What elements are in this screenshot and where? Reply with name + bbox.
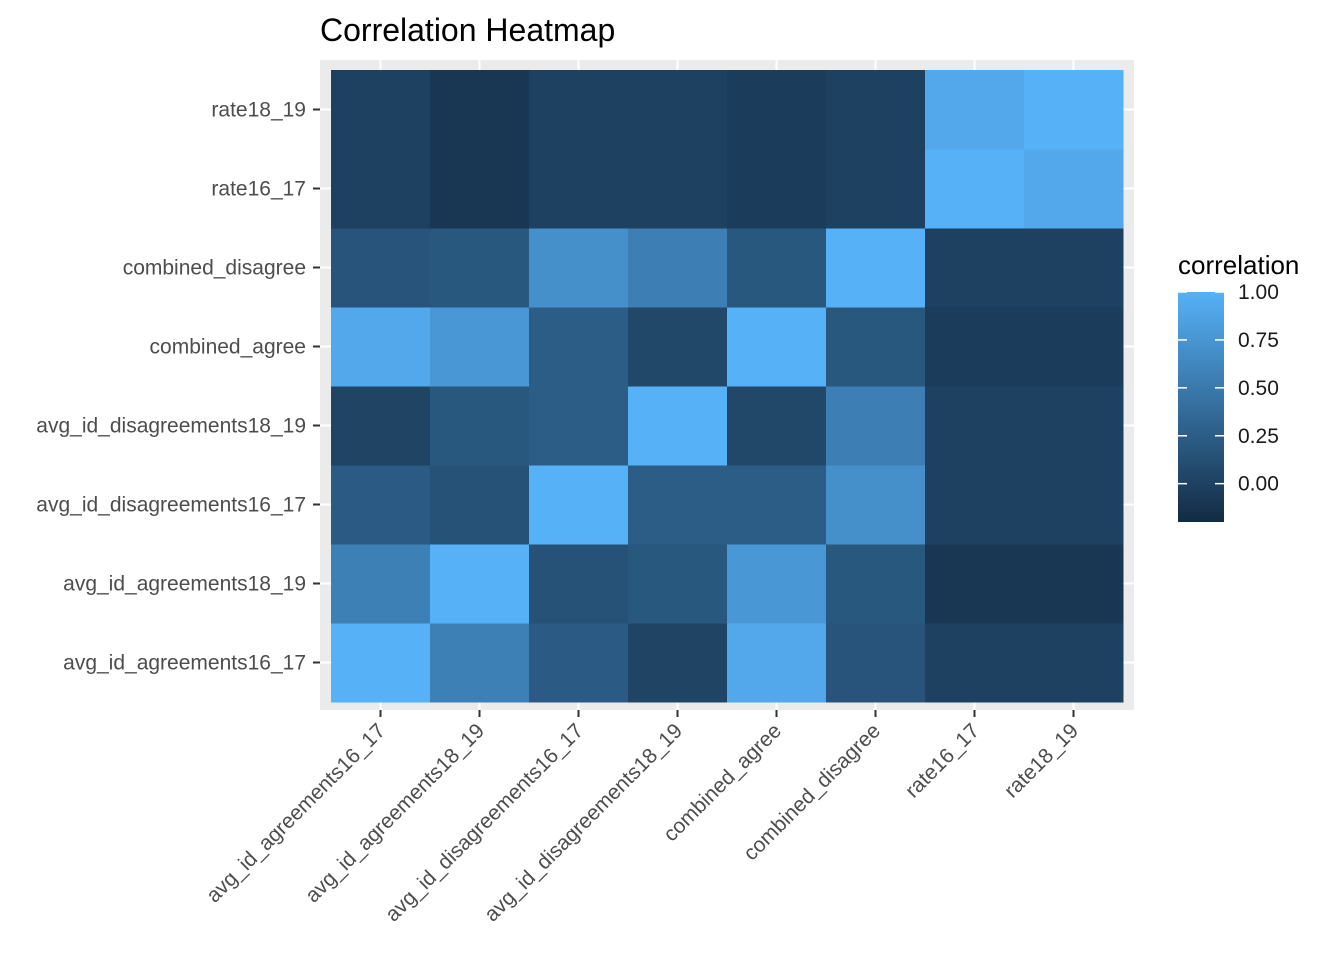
heatmap-cell (727, 623, 827, 703)
heatmap-cell (1024, 228, 1124, 308)
legend-ticks: 1.00 0.75 0.50 0.25 0.00 (1178, 281, 1279, 496)
heatmap-cell (727, 149, 827, 229)
y-tick-label: combined_disagree (123, 257, 306, 280)
legend-tick-label: 0.00 (1238, 473, 1279, 496)
heatmap-cell (727, 465, 827, 545)
heatmap-cell (430, 544, 530, 624)
y-tick-label: rate18_19 (211, 99, 306, 122)
y-tick-label: avg_id_disagreements18_19 (36, 415, 306, 438)
heatmap-cell (628, 307, 728, 387)
x-axis: avg_id_agreements16_17avg_id_agreements1… (202, 710, 1083, 926)
legend-colorbar (1178, 292, 1224, 522)
heatmap-cell (529, 386, 629, 466)
heatmap-cell (529, 307, 629, 387)
heatmap-cell (1024, 623, 1124, 703)
heatmap-cell (826, 307, 926, 387)
legend-tick-label: 0.75 (1238, 329, 1279, 352)
heatmap-cell (529, 70, 629, 150)
heatmap-cell (529, 623, 629, 703)
heatmap-cell (727, 70, 827, 150)
heatmap-cell (1024, 307, 1124, 387)
heatmap-cells (320, 60, 1134, 710)
heatmap-cell (331, 307, 431, 387)
heatmap-cell (1024, 149, 1124, 229)
heatmap-cell (331, 386, 431, 466)
y-tick-label: rate16_17 (211, 178, 306, 201)
heatmap-cell (430, 465, 530, 545)
heatmap-cell (826, 465, 926, 545)
heatmap-cell (628, 544, 728, 624)
heatmap-cell (1024, 465, 1124, 545)
heatmap-cell (331, 465, 431, 545)
x-tick-label: rate18_19 (1000, 719, 1083, 802)
heatmap-cell (430, 149, 530, 229)
heatmap-cell (925, 307, 1025, 387)
legend-title: correlation (1178, 250, 1299, 280)
heatmap-cell (331, 70, 431, 150)
heatmap-cell (727, 307, 827, 387)
legend: correlation 1.00 0.75 0.50 0.25 0.00 (1178, 250, 1299, 522)
y-tick-label: avg_id_agreements16_17 (63, 652, 306, 675)
heatmap-cell (529, 228, 629, 308)
heatmap-cell (331, 623, 431, 703)
heatmap-cell (331, 544, 431, 624)
legend-tick-label: 0.25 (1238, 425, 1279, 448)
heatmap-cell (430, 70, 530, 150)
heatmap-cell (529, 465, 629, 545)
heatmap-cell (430, 228, 530, 308)
heatmap-cell (925, 228, 1025, 308)
y-axis: avg_id_agreements16_17 avg_id_agreements1… (36, 99, 320, 675)
heatmap-cell (430, 386, 530, 466)
heatmap-cell (430, 307, 530, 387)
heatmap-cell (826, 70, 926, 150)
heatmap-cell (826, 149, 926, 229)
y-tick-label: combined_agree (150, 336, 306, 359)
y-tick-label: avg_id_agreements18_19 (63, 573, 306, 596)
x-tick-label: avg_id_disagreements16_17 (381, 719, 588, 926)
heatmap-cell (628, 228, 728, 308)
legend-tick-label: 0.50 (1238, 377, 1279, 400)
heatmap-cell (925, 70, 1025, 150)
heatmap-cell (826, 623, 926, 703)
x-tick-label: avg_id_agreements16_17 (202, 719, 390, 907)
heatmap-cell (628, 70, 728, 150)
heatmap-cell (925, 623, 1025, 703)
heatmap-cell (628, 623, 728, 703)
heatmap-cell (826, 544, 926, 624)
heatmap-cell (925, 149, 1025, 229)
y-tick-label: avg_id_disagreements16_17 (36, 494, 306, 517)
heatmap-cell (1024, 544, 1124, 624)
legend-tick-label: 1.00 (1238, 281, 1279, 304)
chart-title: Correlation Heatmap (320, 12, 615, 48)
x-tick-label: rate16_17 (901, 719, 984, 802)
heatmap-cell (529, 544, 629, 624)
heatmap-cell (826, 228, 926, 308)
heatmap-cell (430, 623, 530, 703)
heatmap-cell (1024, 70, 1124, 150)
heatmap-cell (727, 386, 827, 466)
x-tick-label: avg_id_agreements18_19 (301, 719, 489, 907)
heatmap-cell (925, 386, 1025, 466)
heatmap-cell (925, 544, 1025, 624)
heatmap-cell (331, 228, 431, 308)
heatmap-cell (628, 386, 728, 466)
heatmap-cell (727, 544, 827, 624)
heatmap-cell (529, 149, 629, 229)
heatmap-cell (925, 465, 1025, 545)
heatmap-cell (628, 465, 728, 545)
x-tick-label: avg_id_disagreements18_19 (480, 719, 687, 926)
heatmap-cell (826, 386, 926, 466)
heatmap-cell (628, 149, 728, 229)
heatmap-cell (1024, 386, 1124, 466)
heatmap-cell (727, 228, 827, 308)
heatmap-cell (331, 149, 431, 229)
